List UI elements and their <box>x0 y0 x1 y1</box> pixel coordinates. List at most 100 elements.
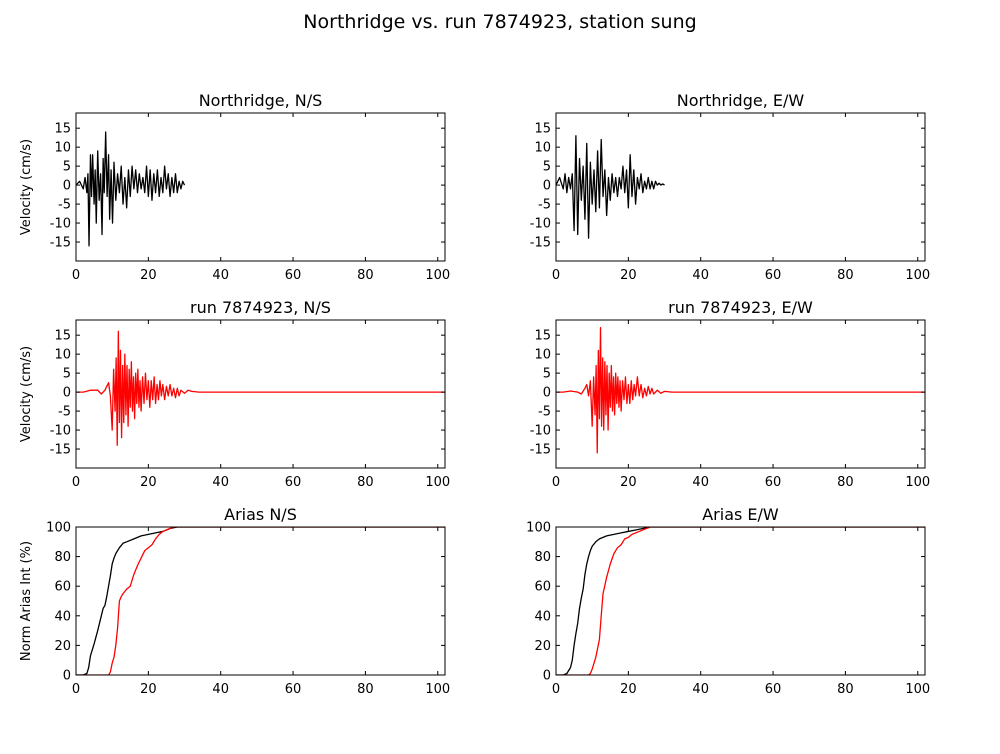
y-tick-label: 80 <box>54 550 71 565</box>
x-tick-label: 0 <box>72 268 80 283</box>
y-tick-label: 15 <box>54 122 71 137</box>
x-tick-label: 40 <box>212 268 229 283</box>
y-tick-label: -15 <box>530 443 551 458</box>
y-tick-label: 60 <box>54 580 71 595</box>
y-tick-label: 10 <box>54 348 71 363</box>
y-tick-label: 60 <box>534 580 551 595</box>
y-tick-label: 20 <box>54 639 71 654</box>
y-tick-label: 100 <box>46 521 71 536</box>
x-tick-label: 60 <box>765 268 782 283</box>
series-line-1 <box>76 527 445 675</box>
y-tick-label: 100 <box>526 521 551 536</box>
y-tick-label: -5 <box>58 198 71 213</box>
y-tick-label: 0 <box>63 386 71 401</box>
subplot-title: run 7874923, N/S <box>190 298 331 317</box>
series-line-2 <box>76 527 445 675</box>
y-tick-label: 5 <box>543 160 551 175</box>
y-tick-label: -5 <box>538 198 551 213</box>
x-tick-label: 80 <box>357 475 374 490</box>
x-tick-label: 0 <box>552 682 560 697</box>
y-axis-label: Norm Arias Int (%) <box>19 541 34 661</box>
axes-frame <box>75 526 446 676</box>
series-line-1 <box>76 131 186 247</box>
subplot-title: Northridge, N/S <box>199 91 323 110</box>
x-tick-label: 80 <box>837 682 854 697</box>
axes-frame <box>75 319 446 469</box>
x-tick-label: 40 <box>692 268 709 283</box>
y-tick-label: 0 <box>63 669 71 684</box>
y-tick-label: 80 <box>534 550 551 565</box>
subplot-title: run 7874923, E/W <box>668 298 813 317</box>
axes-frame <box>555 319 926 469</box>
subplot-title: Northridge, E/W <box>677 91 805 110</box>
x-tick-label: 0 <box>552 268 560 283</box>
x-tick-label: 60 <box>285 682 302 697</box>
y-tick-label: -10 <box>530 424 551 439</box>
y-tick-label: 5 <box>543 367 551 382</box>
x-tick-label: 0 <box>72 475 80 490</box>
y-tick-label: -15 <box>530 236 551 251</box>
subplot-4: 0 20 40 60 80 100 -15 -10 -5 0 5 10 15 run 7874923, E… <box>530 298 930 490</box>
series-line-1 <box>76 330 445 446</box>
x-tick-label: 20 <box>620 682 637 697</box>
y-tick-label: 0 <box>543 386 551 401</box>
x-tick-label: 60 <box>765 475 782 490</box>
x-tick-label: 100 <box>905 682 930 697</box>
x-tick-label: 40 <box>692 682 709 697</box>
x-tick-label: 40 <box>212 475 229 490</box>
x-tick-label: 20 <box>620 475 637 490</box>
series-line-1 <box>556 326 925 454</box>
axes-frame <box>555 112 926 262</box>
y-tick-label: -15 <box>50 236 71 251</box>
y-tick-label: 10 <box>54 141 71 156</box>
subplot-1: 0 20 40 60 80 100 -15 -10 -5 0 5 10 15 Northridge, N/… <box>19 91 450 283</box>
y-tick-label: -10 <box>50 424 71 439</box>
subplot-5: 0 20 40 60 80 100 0 20 40 60 80 100 Arias N/S Norm Ar… <box>19 505 450 697</box>
subplot-3: 0 20 40 60 80 100 -15 -10 -5 0 5 10 15 run 7874923, N… <box>19 298 450 490</box>
x-tick-label: 80 <box>357 268 374 283</box>
y-tick-label: 0 <box>543 669 551 684</box>
series-line-1 <box>556 135 665 239</box>
x-tick-label: 0 <box>552 475 560 490</box>
x-tick-label: 0 <box>72 682 80 697</box>
y-tick-label: 10 <box>534 141 551 156</box>
y-tick-label: -15 <box>50 443 71 458</box>
y-tick-label: 20 <box>534 639 551 654</box>
x-tick-label: 20 <box>140 268 157 283</box>
series-line-1 <box>556 527 925 675</box>
x-tick-label: 60 <box>765 682 782 697</box>
figure-title: Northridge vs. run 7874923, station sung <box>303 11 697 33</box>
y-tick-label: -5 <box>58 405 71 420</box>
y-tick-label: 15 <box>534 329 551 344</box>
x-tick-label: 60 <box>285 268 302 283</box>
y-tick-label: 5 <box>63 160 71 175</box>
x-tick-label: 100 <box>425 682 450 697</box>
x-tick-label: 80 <box>357 682 374 697</box>
x-tick-label: 80 <box>837 268 854 283</box>
subplot-2: 0 20 40 60 80 100 -15 -10 -5 0 5 10 15 Northridge, E/… <box>530 91 930 283</box>
x-tick-label: 80 <box>837 475 854 490</box>
y-axis-label: Velocity (cm/s) <box>19 346 34 442</box>
y-tick-label: 40 <box>534 609 551 624</box>
y-tick-label: 0 <box>63 179 71 194</box>
x-tick-label: 100 <box>905 268 930 283</box>
subplot-title: Arias E/W <box>702 505 779 524</box>
y-tick-label: 15 <box>54 329 71 344</box>
x-tick-label: 20 <box>140 475 157 490</box>
subplot-6: 0 20 40 60 80 100 0 20 40 60 80 100 Arias E/W <box>526 505 930 697</box>
y-tick-label: -5 <box>538 405 551 420</box>
y-tick-label: 0 <box>543 179 551 194</box>
x-tick-label: 100 <box>425 475 450 490</box>
y-tick-label: 40 <box>54 609 71 624</box>
y-axis-label: Velocity (cm/s) <box>19 139 34 235</box>
x-tick-label: 60 <box>285 475 302 490</box>
axes-frame <box>75 112 446 262</box>
y-tick-label: -10 <box>530 217 551 232</box>
x-tick-label: 100 <box>905 475 930 490</box>
y-tick-label: -10 <box>50 217 71 232</box>
y-tick-label: 10 <box>534 348 551 363</box>
series-line-2 <box>556 527 925 675</box>
axes-frame <box>555 526 926 676</box>
x-tick-label: 40 <box>212 682 229 697</box>
